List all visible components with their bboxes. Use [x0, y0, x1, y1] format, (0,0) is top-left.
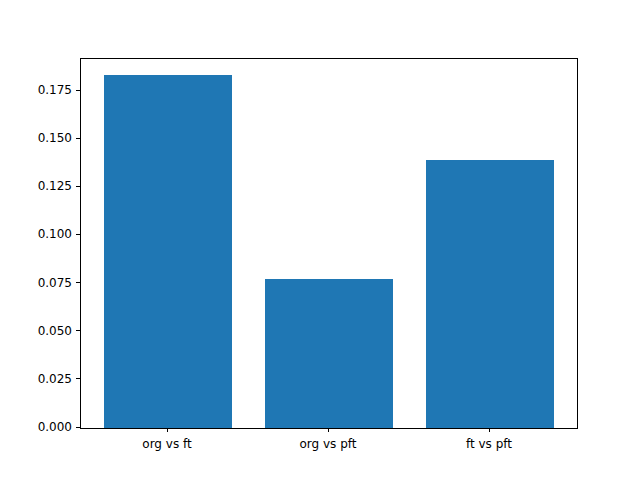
y-tick-mark [76, 330, 80, 331]
x-tick-mark [489, 428, 490, 432]
x-tick-mark [328, 428, 329, 432]
y-tick-mark [76, 282, 80, 283]
x-tick-label-org-vs-pft: org vs pft [268, 437, 388, 451]
y-tick-mark [76, 90, 80, 91]
bar-org-vs-pft [265, 279, 394, 428]
y-tick-mark [76, 138, 80, 139]
bar-ft-vs-pft [426, 160, 555, 428]
y-tick-label: 0.050 [0, 324, 72, 338]
y-tick-label: 0.175 [0, 83, 72, 97]
y-tick-mark [76, 186, 80, 187]
y-tick-label: 0.150 [0, 131, 72, 145]
y-tick-mark [76, 234, 80, 235]
x-tick-label-org-vs-ft: org vs ft [107, 437, 227, 451]
x-tick-label-ft-vs-pft: ft vs pft [429, 437, 549, 451]
y-tick-mark [76, 378, 80, 379]
y-tick-label: 0.000 [0, 420, 72, 434]
y-tick-label: 0.125 [0, 179, 72, 193]
x-tick-mark [167, 428, 168, 432]
y-tick-label: 0.100 [0, 227, 72, 241]
y-tick-mark [76, 427, 80, 428]
figure: 0.000 0.025 0.050 0.075 0.100 0.125 0.150 0.175… [0, 0, 640, 480]
bar-org-vs-ft [104, 75, 233, 428]
plot-area [80, 58, 578, 429]
y-tick-label: 0.075 [0, 276, 72, 290]
y-tick-label: 0.025 [0, 372, 72, 386]
